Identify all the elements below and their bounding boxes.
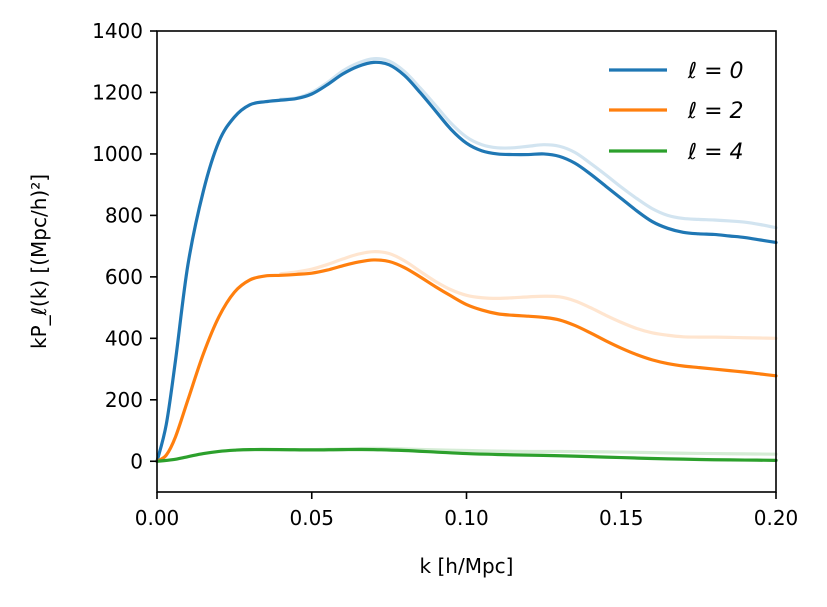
y-tick-label: 200 <box>105 388 143 412</box>
legend: ℓ = 0 ℓ = 2 ℓ = 4 <box>609 59 744 165</box>
x-tick-label: 0.20 <box>754 506 799 530</box>
reference-line-0 <box>279 56 778 230</box>
x-tick-label: 0.10 <box>444 506 489 530</box>
y-axis-label: kP_ℓ(k) [(Mpc/h)²] <box>27 174 51 349</box>
legend-label-0: ℓ = 0 <box>687 59 744 84</box>
y-tick-label: 600 <box>105 265 143 289</box>
x-tick-label: 0.00 <box>135 506 180 530</box>
axes-layer: 0.00 0.05 0.10 0.15 0.20 0 200 400 600 800 1000 120… <box>27 19 798 578</box>
y-tick-label: 1400 <box>92 19 143 43</box>
y-tick-label: 400 <box>105 326 143 350</box>
series-line-0 <box>155 60 778 463</box>
y-tick-label: 1200 <box>92 80 143 104</box>
y-tick-label: 0 <box>130 449 143 473</box>
series-line-1 <box>155 258 778 463</box>
x-tick-label: 0.15 <box>599 506 644 530</box>
legend-label-1: ℓ = 2 <box>687 99 744 124</box>
legend-label-2: ℓ = 4 <box>687 140 744 165</box>
series-line-2 <box>155 447 778 463</box>
x-axis-label: k [h/Mpc] <box>420 554 514 578</box>
reference-line-1 <box>279 250 778 340</box>
y-tick-label: 1000 <box>92 142 143 166</box>
x-tick-label: 0.05 <box>289 506 334 530</box>
y-tick-label: 800 <box>105 203 143 227</box>
series-layer <box>155 60 778 463</box>
